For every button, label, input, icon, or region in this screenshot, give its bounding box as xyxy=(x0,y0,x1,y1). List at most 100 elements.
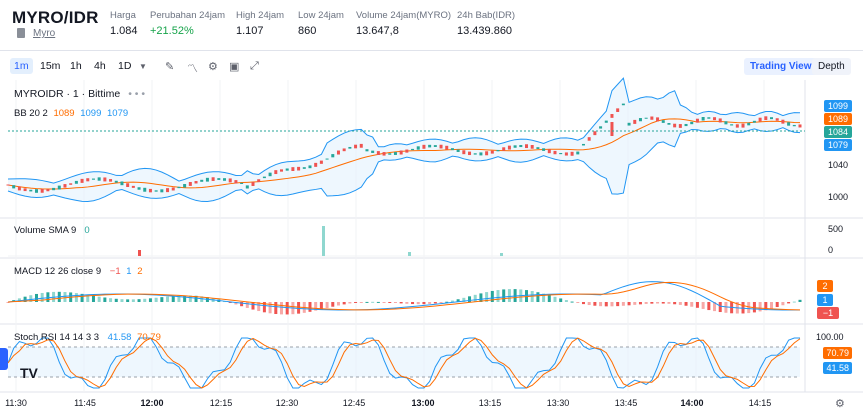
candle xyxy=(564,152,568,156)
side-toggle-button[interactable] xyxy=(0,348,8,370)
candle xyxy=(690,121,694,125)
candle xyxy=(502,147,506,151)
price-tick: 1000 xyxy=(828,192,849,202)
macd-hist-bar xyxy=(388,302,392,303)
candle xyxy=(200,179,204,182)
macd-hist-bar xyxy=(599,302,603,307)
stat-label: 24h Bab(IDR) xyxy=(457,10,516,21)
candle xyxy=(183,184,187,188)
timeframe-1h[interactable]: 1h xyxy=(70,60,82,72)
candle xyxy=(228,178,232,183)
stat-value: 860 xyxy=(298,25,317,37)
candle xyxy=(787,122,791,126)
macd-hist-bar xyxy=(194,295,198,302)
stoch-legend: Stoch RSI 14 14 3 3 41.58 70.79 xyxy=(14,332,161,343)
candle xyxy=(268,172,272,177)
token-link[interactable]: Myro xyxy=(33,28,56,39)
candle xyxy=(656,117,660,122)
candle xyxy=(604,120,608,123)
macd-hist-bar xyxy=(513,289,517,302)
macd-hist-bar xyxy=(758,302,762,312)
settings-gear-icon[interactable]: ⚙ xyxy=(835,398,845,410)
candle xyxy=(148,188,152,193)
macd-hist-bar xyxy=(34,293,38,302)
save-icon[interactable]: ▣ xyxy=(229,61,240,73)
chart-area[interactable]: 1m 15m 1h 4h 1D ▼ ✎ 〽 ⚙ ▣ ⤢ Trading View… xyxy=(0,50,863,416)
candle xyxy=(46,189,50,192)
candle xyxy=(792,124,796,127)
candle xyxy=(131,185,135,188)
macd-hist-bar xyxy=(405,302,409,304)
macd-hist-bar xyxy=(701,302,705,309)
settings-gear-icon[interactable]: ⚙ xyxy=(208,61,218,73)
macd-hist-bar xyxy=(644,302,648,304)
macd-hist-bar xyxy=(627,302,631,306)
macd-hist-bar xyxy=(422,302,426,305)
candle xyxy=(12,185,16,189)
macd-hist-bar xyxy=(553,296,557,302)
candle xyxy=(297,166,301,171)
candle xyxy=(416,146,420,150)
indicators-icon[interactable]: 〽 xyxy=(187,63,198,75)
stoch-d-tag: 70.79 xyxy=(823,347,852,359)
candle xyxy=(177,186,181,189)
candle xyxy=(610,114,614,118)
time-tick: 11:30 xyxy=(5,398,27,408)
candle xyxy=(581,143,585,146)
trading-view-button[interactable]: Trading View xyxy=(744,58,818,75)
candle xyxy=(599,126,603,129)
time-tick: 13:45 xyxy=(614,398,638,408)
stoch-tick: 100.00 xyxy=(816,332,844,342)
depth-button[interactable]: Depth xyxy=(812,58,851,75)
timeframe-15m[interactable]: 15m xyxy=(40,60,61,72)
timeframe-1d[interactable]: 1D xyxy=(118,60,132,72)
candle xyxy=(758,117,762,122)
candle xyxy=(86,178,90,182)
macd-hist-bar xyxy=(724,302,728,313)
bb-lower-tag: 1079 xyxy=(824,139,852,151)
macd-hist-bar xyxy=(262,302,266,313)
candle xyxy=(34,189,38,193)
candle xyxy=(525,144,529,149)
macd-hist-bar xyxy=(245,302,249,308)
time-tick: 14:00 xyxy=(680,398,704,408)
bb-band-fill xyxy=(8,78,800,202)
macd-hist-bar xyxy=(131,299,135,302)
macd-hist-bar xyxy=(462,297,466,302)
candle xyxy=(428,144,432,148)
time-tick: 13:15 xyxy=(478,398,502,408)
macd-hist-bar xyxy=(365,301,369,303)
macd-hist-bar xyxy=(29,295,33,302)
macd-hist-bar xyxy=(587,302,591,306)
macd-hist-bar xyxy=(741,302,745,314)
macd-hist-bar xyxy=(456,299,460,302)
candle xyxy=(223,178,227,181)
draw-pencil-icon[interactable]: ✎ xyxy=(165,61,175,73)
macd-hist-bar xyxy=(525,290,529,302)
timeframe-4h[interactable]: 4h xyxy=(94,60,106,72)
candle xyxy=(342,148,346,152)
candle xyxy=(52,187,56,191)
stat-0: Harga 1.084 xyxy=(110,10,138,37)
macd-hist-bar xyxy=(177,295,181,302)
candle xyxy=(770,117,774,120)
macd-hist-bar xyxy=(770,302,774,309)
time-tick: 13:30 xyxy=(546,398,570,408)
macd-hist-bar xyxy=(23,296,27,302)
macd-hist-bar xyxy=(650,302,654,304)
stat-value: 13.647,8 xyxy=(356,25,399,37)
stoch-d-line xyxy=(7,337,801,389)
candle xyxy=(274,170,278,175)
macd-hist-bar xyxy=(547,295,551,302)
macd-hist-bar xyxy=(103,297,107,302)
macd-hist-bar xyxy=(496,290,500,302)
timeframe-1m[interactable]: 1m xyxy=(10,58,33,74)
candle xyxy=(205,177,209,182)
macd-hist-bar xyxy=(638,302,642,305)
macd-hist-bar xyxy=(713,302,717,312)
candle xyxy=(718,118,722,123)
timeframe-dropdown-icon[interactable]: ▼ xyxy=(139,62,147,71)
fullscreen-icon[interactable]: ⤢ xyxy=(250,60,259,72)
stat-3: Low 24jam 860 xyxy=(298,10,344,37)
